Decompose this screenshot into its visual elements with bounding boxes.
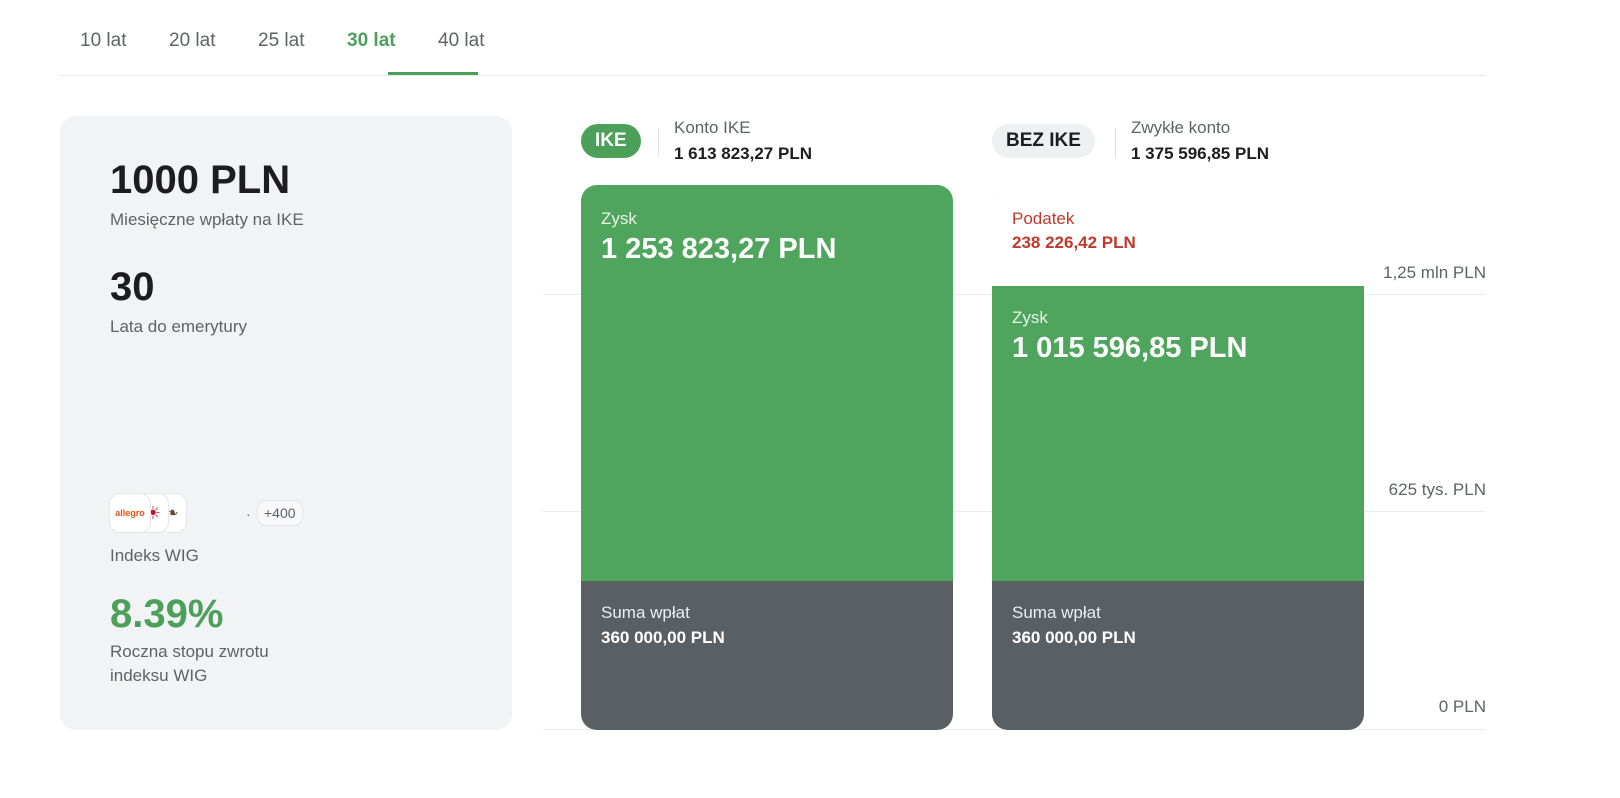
ike-column-header: IKE Konto IKE 1 613 823,27 PLN bbox=[581, 116, 961, 168]
tab-30-years[interactable]: 30 lat bbox=[347, 30, 396, 51]
monthly-deposit-value: 1000 PLN bbox=[110, 158, 291, 202]
no-ike-header-separator bbox=[1115, 128, 1116, 158]
ike-deposits-value: 360 000,00 PLN bbox=[601, 628, 725, 647]
axis-label-mid: 625 tys. PLN bbox=[1388, 480, 1486, 499]
separator-dot: · bbox=[246, 506, 251, 522]
no-ike-account-name: Zwykłe konto bbox=[1131, 118, 1231, 137]
no-ike-profit-segment: Zysk 1 015 596,85 PLN bbox=[992, 286, 1364, 581]
tab-20-years[interactable]: 20 lat bbox=[169, 30, 216, 51]
annual-return-label-line2: indeksu WIG bbox=[110, 666, 208, 685]
more-companies-badge: +400 bbox=[258, 501, 302, 525]
ike-deposits-label: Suma wpłat bbox=[601, 603, 690, 622]
index-label: Indeks WIG bbox=[110, 546, 199, 565]
tab-10-years[interactable]: 10 lat bbox=[80, 30, 127, 51]
ike-deposits-segment: Suma wpłat 360 000,00 PLN bbox=[581, 581, 953, 730]
no-ike-profit-value: 1 015 596,85 PLN bbox=[1012, 332, 1248, 364]
ike-account-name: Konto IKE bbox=[674, 118, 751, 137]
years-to-retirement-label: Lata do emerytury bbox=[110, 317, 248, 336]
summary-card: 1000 PLN Miesięczne wpłaty na IKE 30 Lat… bbox=[60, 116, 512, 730]
ike-profit-segment: Zysk 1 253 823,27 PLN bbox=[581, 185, 953, 581]
no-ike-deposits-label: Suma wpłat bbox=[1012, 603, 1101, 622]
axis-label-top: 1,25 mln PLN bbox=[1383, 263, 1486, 282]
tab-25-years[interactable]: 25 lat bbox=[258, 30, 305, 51]
no-ike-tax-value: 238 226,42 PLN bbox=[1012, 233, 1136, 252]
no-ike-bar: Podatek 238 226,42 PLN Zysk 1 015 596,85… bbox=[992, 185, 1364, 730]
ike-pill: IKE bbox=[581, 124, 641, 158]
no-ike-tax-segment: Podatek 238 226,42 PLN bbox=[992, 185, 1364, 286]
ike-profit-label: Zysk bbox=[601, 209, 637, 228]
axis-label-bottom: 0 PLN bbox=[1438, 697, 1486, 716]
active-tab-indicator bbox=[388, 72, 478, 75]
no-ike-profit-label: Zysk bbox=[1012, 308, 1048, 327]
years-to-retirement-value: 30 bbox=[110, 265, 155, 309]
no-ike-tax-label: Podatek bbox=[1012, 209, 1075, 228]
monthly-deposit-label: Miesięczne wpłaty na IKE bbox=[110, 210, 304, 229]
period-tabs: 10 lat 20 lat 25 lat 30 lat 40 lat bbox=[60, 0, 1486, 76]
ike-account-total: 1 613 823,27 PLN bbox=[674, 144, 812, 163]
no-ike-deposits-value: 360 000,00 PLN bbox=[1012, 628, 1136, 647]
tab-40-years[interactable]: 40 lat bbox=[438, 30, 485, 51]
no-ike-column-header: BEZ IKE Zwykłe konto 1 375 596,85 PLN bbox=[992, 116, 1412, 168]
ike-profit-value: 1 253 823,27 PLN bbox=[601, 233, 837, 265]
annual-return-value: 8.39% bbox=[110, 592, 224, 636]
allegro-logo: allegro bbox=[110, 494, 150, 532]
ike-header-separator bbox=[658, 128, 659, 158]
ike-bar: Zysk 1 253 823,27 PLN Suma wpłat 360 000… bbox=[581, 185, 953, 730]
annual-return-label-line1: Roczna stopu zwrotu bbox=[110, 642, 269, 661]
no-ike-account-total: 1 375 596,85 PLN bbox=[1131, 144, 1269, 163]
no-ike-deposits-segment: Suma wpłat 360 000,00 PLN bbox=[992, 581, 1364, 730]
no-ike-pill: BEZ IKE bbox=[992, 124, 1095, 158]
